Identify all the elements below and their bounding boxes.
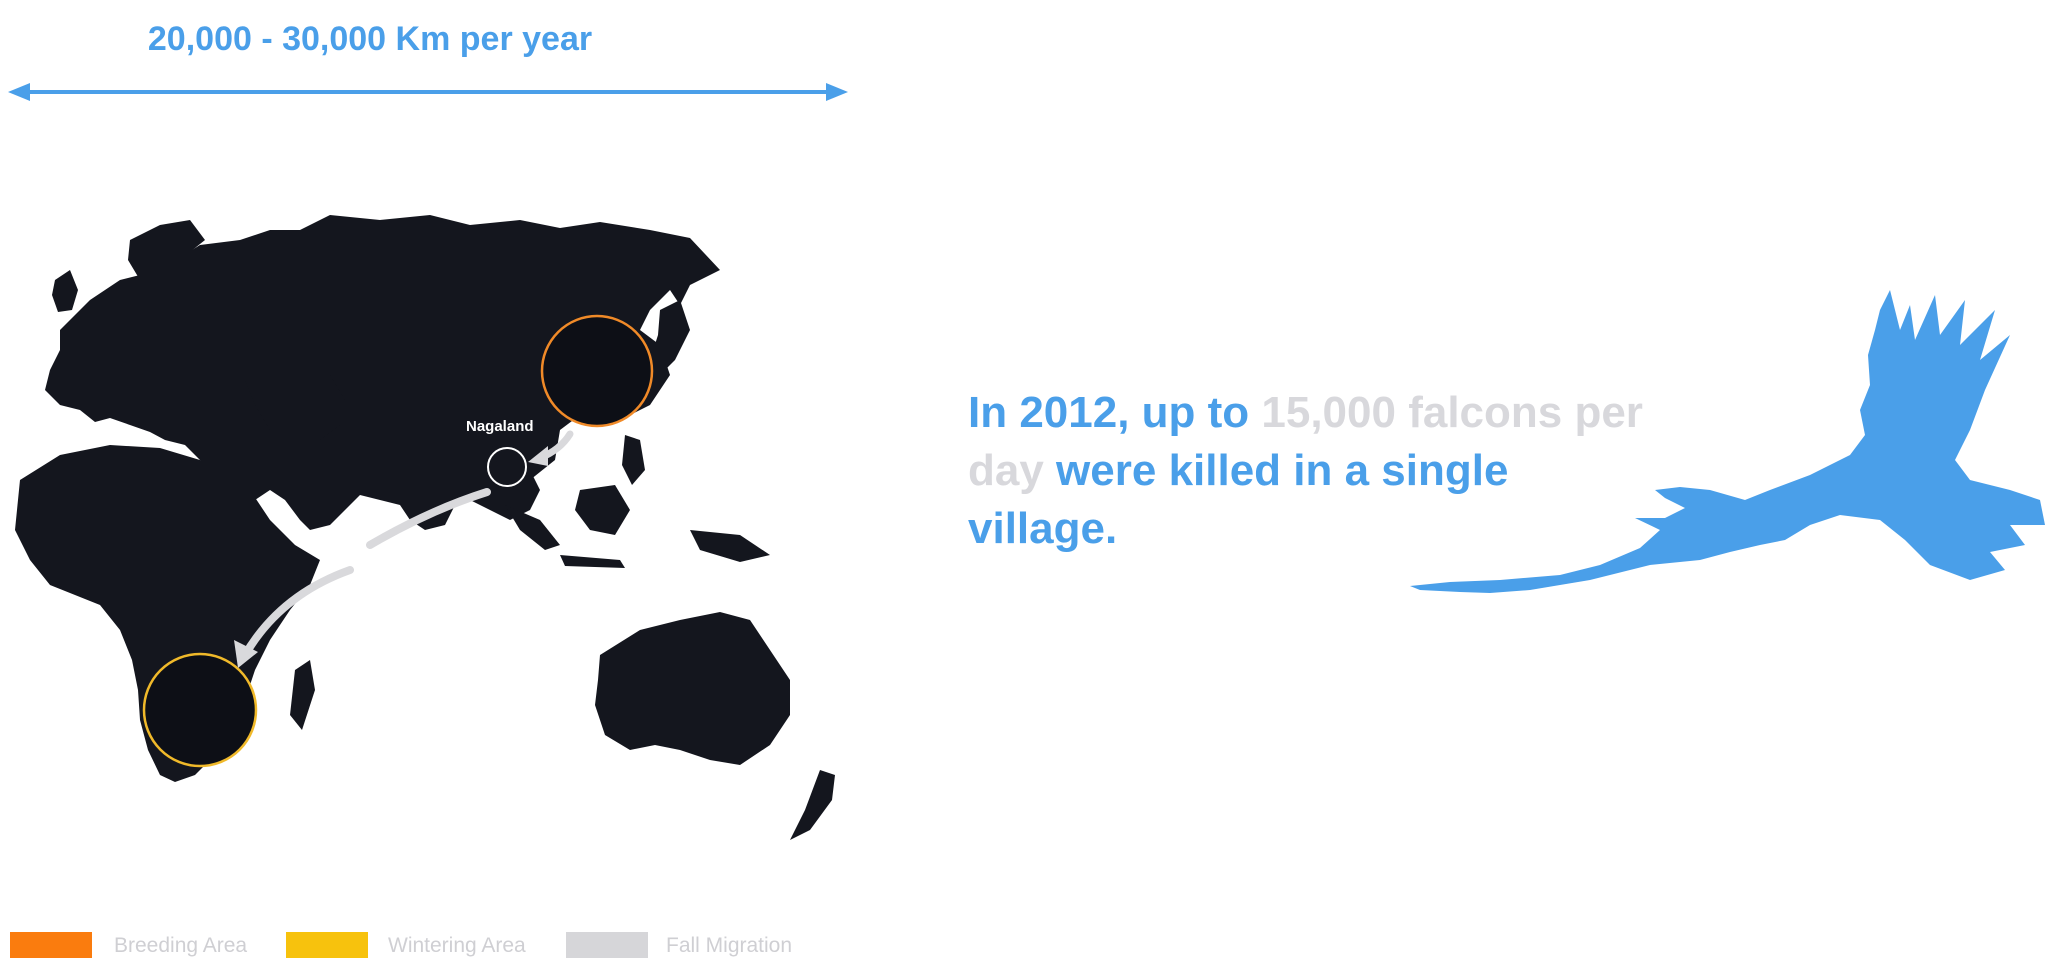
migration-arrowhead-2 xyxy=(234,640,258,668)
new-guinea xyxy=(690,530,770,562)
legend-label-fall-migration: Fall Migration xyxy=(666,934,793,957)
java xyxy=(560,555,625,568)
philippines xyxy=(622,435,645,485)
headline-part-3: were killed in a single village. xyxy=(968,446,1509,553)
india xyxy=(392,375,470,490)
headline: In 2012, up to 15,000 falcons per day we… xyxy=(968,384,1668,558)
legend-swatch-breeding xyxy=(10,932,92,958)
scandinavia xyxy=(128,220,205,300)
madagascar xyxy=(290,660,315,730)
arabia xyxy=(245,350,345,450)
headline-part-1: In 2012, up to xyxy=(968,388,1262,437)
japan xyxy=(650,300,690,375)
australia xyxy=(595,612,790,765)
eurasia-landmass xyxy=(45,215,720,530)
wintering-area-circle xyxy=(142,652,258,768)
new-zealand xyxy=(790,770,835,840)
legend-swatch-fall-migration xyxy=(566,932,648,958)
distance-arrow xyxy=(8,83,848,101)
migration-route-segment-2 xyxy=(366,488,491,549)
legend-swatch-wintering xyxy=(286,932,368,958)
headline-highlight: 15,000 falcons per day xyxy=(968,388,1643,495)
distance-label: 20,000 - 30,000 Km per year xyxy=(147,20,593,58)
sumatra xyxy=(505,505,560,550)
nagaland-label: Nagaland xyxy=(466,418,534,435)
breeding-area-circle xyxy=(540,314,654,428)
southeast-asia xyxy=(490,410,560,500)
borneo xyxy=(575,485,630,535)
british-isles xyxy=(52,270,78,312)
legend-label-breeding: Breeding Area xyxy=(114,934,248,957)
world-map xyxy=(0,200,900,860)
legend-label-wintering: Wintering Area xyxy=(388,934,526,957)
falcon-icon xyxy=(1410,290,2045,593)
migration-route-segment-3 xyxy=(241,566,354,659)
nagaland-marker xyxy=(487,447,527,487)
migration-arrowhead-1 xyxy=(528,446,548,466)
